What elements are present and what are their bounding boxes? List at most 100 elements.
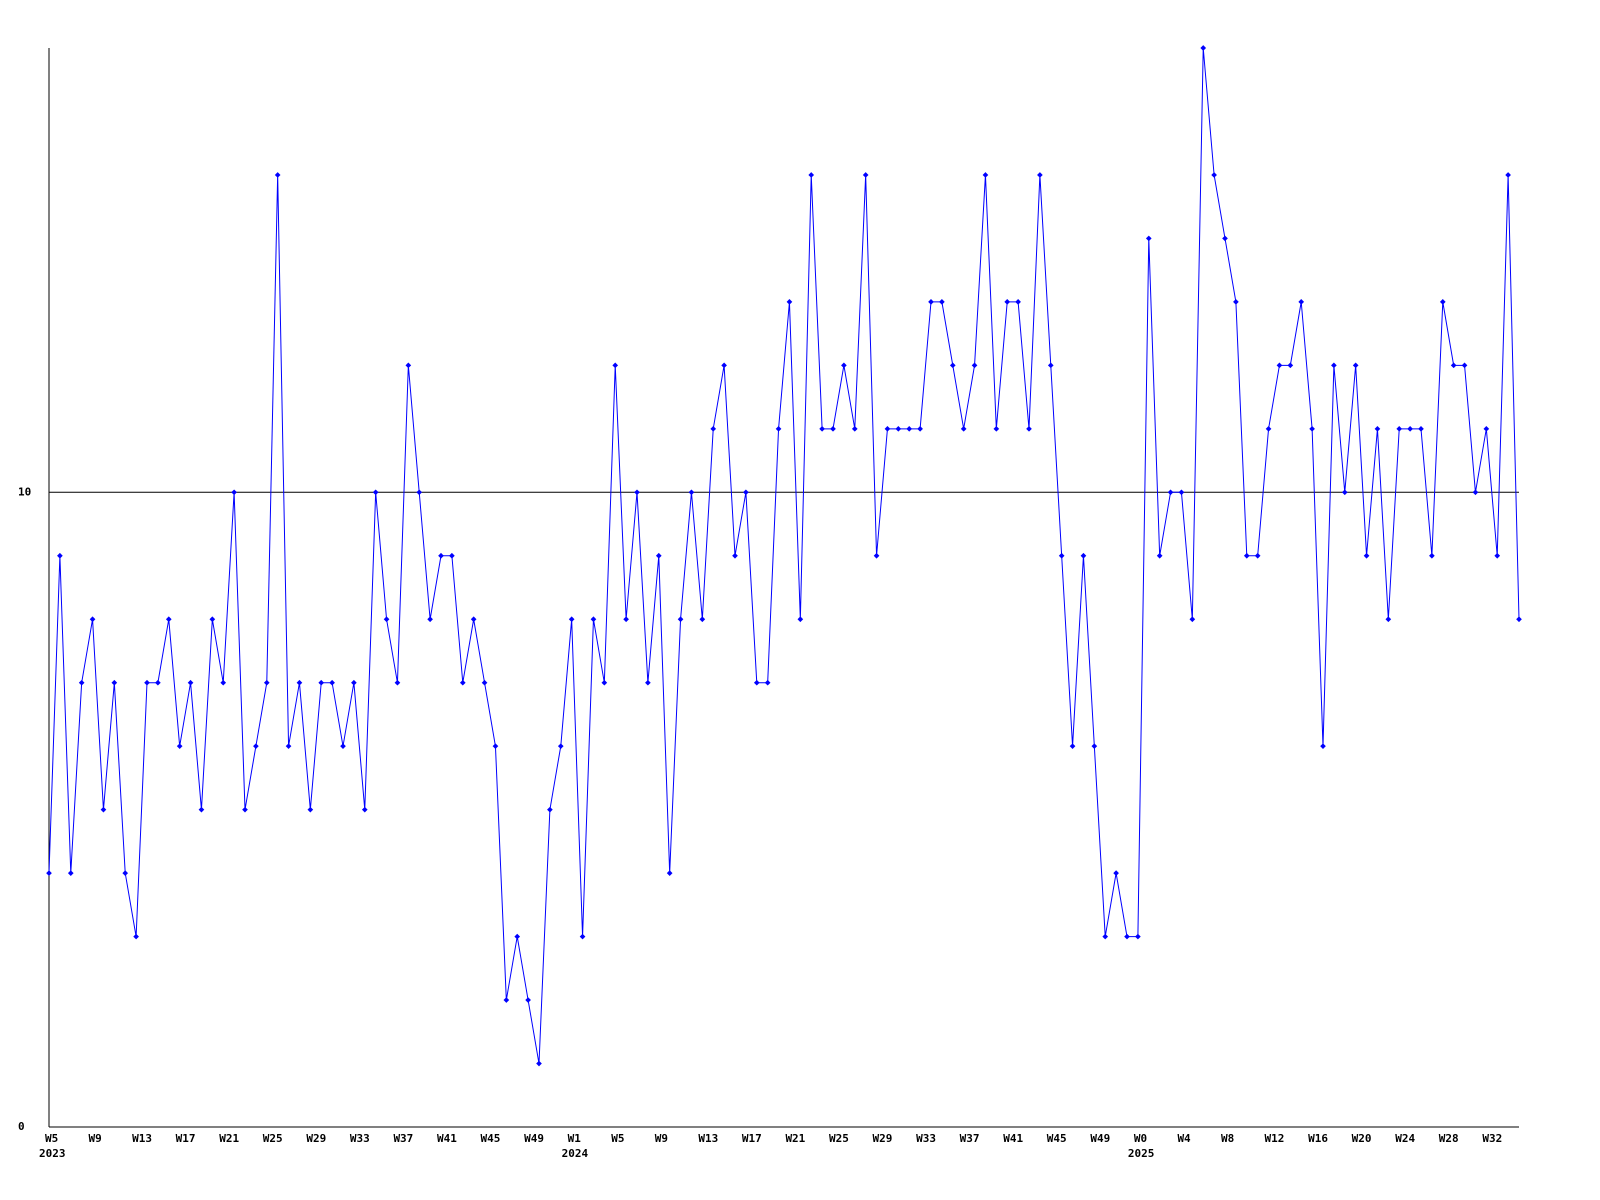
data-point <box>1418 425 1424 432</box>
data-point <box>176 743 183 750</box>
data-point <box>1341 489 1348 496</box>
data-point <box>1047 362 1054 369</box>
x-tick-label: W37 <box>960 1132 980 1145</box>
data-point <box>743 489 749 496</box>
data-point <box>1505 172 1511 178</box>
data-point <box>1331 362 1337 369</box>
data-point <box>1004 299 1011 305</box>
data-point <box>220 679 227 686</box>
data-point <box>1494 552 1501 559</box>
x-tick-label: W41 <box>1003 1132 1023 1145</box>
x-tick-label: W13 <box>132 1132 152 1145</box>
data-point <box>1287 362 1294 369</box>
data-point <box>155 679 161 686</box>
data-point <box>1352 362 1359 369</box>
data-point <box>187 679 194 686</box>
data-point <box>1113 870 1119 876</box>
data-point <box>122 870 129 876</box>
data-point <box>971 362 978 369</box>
data-point <box>1461 362 1468 369</box>
x-tick-label: W13 <box>698 1132 718 1145</box>
data-point <box>960 425 967 432</box>
data-point <box>601 679 608 686</box>
x-tick-label: W9 <box>655 1132 668 1145</box>
y-tick-label: 0 <box>18 1120 25 1133</box>
data-point <box>514 933 521 940</box>
data-point <box>1080 552 1087 559</box>
data-point <box>764 679 771 686</box>
data-point <box>1178 489 1185 496</box>
data-point <box>939 299 945 305</box>
data-point <box>590 616 597 623</box>
year-label: 2023 <box>39 1147 66 1160</box>
data-point <box>492 743 499 750</box>
data-point <box>862 172 869 178</box>
data-point <box>503 997 510 1003</box>
data-point <box>699 616 706 623</box>
data-point <box>242 806 248 813</box>
data-point <box>1363 552 1370 559</box>
x-tick-label: W45 <box>1047 1132 1067 1145</box>
data-point <box>459 679 466 686</box>
data-point <box>372 489 379 496</box>
data-point <box>1483 425 1490 432</box>
data-point <box>1211 172 1217 178</box>
data-point <box>993 425 1000 432</box>
data-point <box>982 172 989 178</box>
data-point <box>1320 743 1326 750</box>
data-point <box>1037 172 1043 178</box>
data-point <box>732 552 738 559</box>
data-point <box>645 679 651 686</box>
data-point <box>1233 299 1239 305</box>
x-tick-label: W0 <box>1134 1132 1147 1145</box>
data-point <box>1439 299 1446 305</box>
x-tick-label: W17 <box>742 1132 762 1145</box>
data-point <box>1265 425 1272 432</box>
data-point <box>449 552 455 559</box>
data-point <box>655 552 662 559</box>
data-point <box>830 425 836 432</box>
data-point <box>1124 933 1130 940</box>
data-point <box>841 362 847 369</box>
data-point <box>851 425 858 432</box>
x-tick-label: W20 <box>1352 1132 1372 1145</box>
data-point <box>819 425 825 432</box>
data-point <box>57 552 63 559</box>
data-point <box>285 743 292 750</box>
data-point <box>1156 552 1163 559</box>
data-point <box>1167 489 1174 496</box>
data-point <box>144 679 150 686</box>
x-tick-label: W9 <box>89 1132 102 1145</box>
data-point <box>1374 425 1381 432</box>
x-tick-label: W17 <box>176 1132 196 1145</box>
data-point <box>1069 743 1076 750</box>
data-point <box>1396 425 1403 432</box>
x-tick-label: W5 <box>45 1132 58 1145</box>
data-point <box>67 870 74 876</box>
data-point <box>383 616 390 623</box>
data-point <box>351 679 357 686</box>
data-point <box>547 806 553 813</box>
data-point <box>46 870 52 876</box>
data-point <box>133 933 139 940</box>
data-point <box>89 616 96 623</box>
data-point <box>688 489 695 496</box>
x-tick-label: W45 <box>481 1132 501 1145</box>
data-point <box>438 552 444 559</box>
x-tick-label: W28 <box>1439 1132 1459 1145</box>
data-point <box>1222 235 1228 242</box>
data-point <box>906 425 913 432</box>
data-point <box>1429 552 1435 559</box>
data-point <box>1516 616 1522 623</box>
x-tick-label: W4 <box>1177 1132 1191 1145</box>
data-point <box>470 616 477 623</box>
data-point <box>329 679 335 686</box>
data-point <box>361 806 368 813</box>
data-point <box>579 933 586 940</box>
data-point <box>1276 362 1283 369</box>
x-tick-label: W1 <box>568 1132 582 1145</box>
data-point <box>405 362 412 369</box>
data-point <box>296 679 303 686</box>
x-tick-label: W41 <box>437 1132 457 1145</box>
x-tick-label: W16 <box>1308 1132 1328 1145</box>
